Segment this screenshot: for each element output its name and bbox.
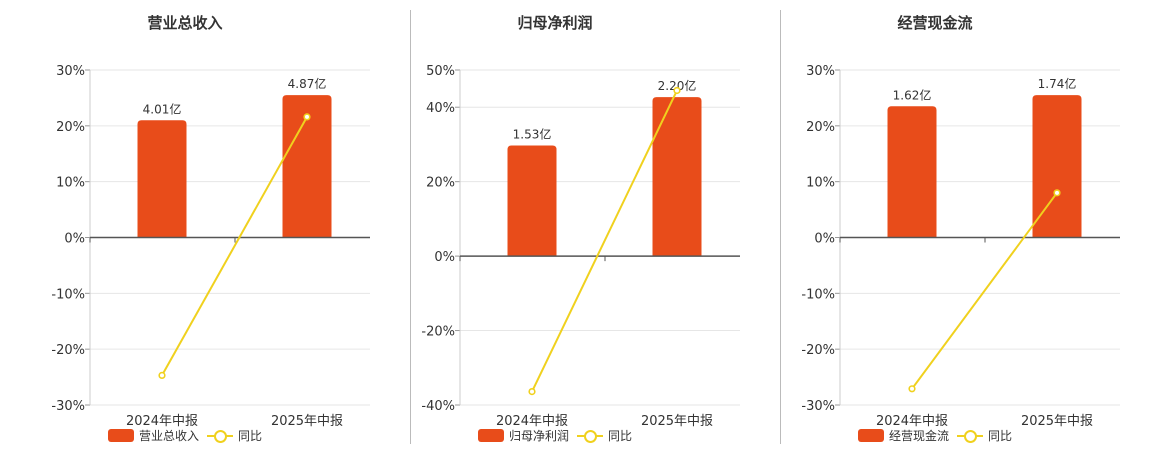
- panel-divider: [410, 10, 411, 444]
- legend-bar-label: 归母净利润: [508, 429, 569, 443]
- y-tick-label: 30%: [806, 64, 835, 79]
- yoy-point: [303, 113, 311, 121]
- legend-item-bar[interactable]: 归母净利润: [477, 427, 569, 444]
- panel-divider: [780, 10, 781, 444]
- yoy-point: [528, 388, 536, 396]
- legend-line-swatch: [207, 429, 233, 443]
- legend-bar-swatch: [107, 429, 134, 442]
- bar: [1032, 95, 1082, 238]
- chart-panel-net-profit: 归母净利润 50% 40% 20% 0% -20% -40% 1.53亿 2024年中报 2.2…: [370, 0, 740, 450]
- y-tick-label: -20%: [421, 325, 455, 340]
- bar-value-label: 1.62亿: [893, 87, 932, 102]
- y-tick-label: 40%: [426, 101, 455, 116]
- bar: [507, 145, 557, 257]
- bar: [282, 95, 332, 238]
- yoy-line: [531, 90, 678, 393]
- x-tick-label: 2025年中报: [641, 414, 713, 429]
- legend-line-label: 同比: [238, 429, 263, 443]
- chart-svg: 50% 40% 20% 0% -20% -40% 1.53亿 2024年中报 2.20亿 2025…: [421, 64, 740, 429]
- y-tick-label: -10%: [801, 287, 835, 302]
- y-tick-label: 20%: [426, 176, 455, 191]
- y-tick-label: -10%: [51, 287, 85, 302]
- y-tick-label: 20%: [806, 120, 835, 135]
- y-tick-label: -20%: [801, 343, 835, 358]
- yoy-line: [911, 192, 1058, 390]
- chart-legend: 营业总收入 同比: [0, 427, 370, 444]
- legend-line-label: 同比: [608, 429, 633, 443]
- legend-item-line[interactable]: 同比: [577, 427, 632, 444]
- x-tick-label: 2025年中报: [271, 414, 343, 429]
- bar-value-label: 1.53亿: [513, 127, 552, 142]
- bar-value-label: 4.01亿: [143, 101, 182, 116]
- x-tick-label: 2024年中报: [876, 414, 948, 429]
- y-tick-label: -40%: [421, 399, 455, 414]
- legend-item-bar[interactable]: 营业总收入: [107, 427, 199, 444]
- legend-line-swatch: [957, 429, 983, 443]
- legend-bar-swatch: [857, 429, 884, 442]
- bar: [887, 106, 937, 238]
- x-tick-label: 2024年中报: [126, 414, 198, 429]
- x-tick-label: 2024年中报: [496, 414, 568, 429]
- chart-legend: 经营现金流 同比: [750, 427, 1120, 444]
- y-tick-label: 50%: [426, 64, 455, 79]
- y-tick-label: -30%: [51, 399, 85, 414]
- bar: [137, 120, 187, 238]
- y-tick-label: -30%: [801, 399, 835, 414]
- y-tick-label: 0%: [64, 232, 85, 247]
- y-tick-label: 10%: [806, 176, 835, 191]
- bar-value-label: 4.87亿: [288, 76, 327, 91]
- yoy-point: [908, 385, 916, 393]
- chart-title: 经营现金流: [897, 14, 973, 32]
- legend-bar-swatch: [477, 429, 504, 442]
- yoy-point: [673, 86, 681, 95]
- chart-title: 营业总收入: [147, 14, 223, 32]
- chart-title: 归母净利润: [517, 14, 593, 32]
- chart-legend: 归母净利润 同比: [370, 427, 740, 444]
- chart-svg: 30% 20% 10% 0% -10% -20% -30% 1.62亿 2024年中报 1.74亿…: [801, 64, 1120, 429]
- bar: [652, 97, 702, 257]
- y-tick-label: 30%: [56, 64, 85, 79]
- chart-svg: 30% 20% 10% 0% -10% -20% -30% 4.01亿 2024年中报 4.87亿…: [51, 64, 370, 429]
- y-tick-label: 0%: [814, 232, 835, 247]
- legend-bar-label: 经营现金流: [888, 429, 949, 443]
- legend-bar-label: 营业总收入: [138, 429, 199, 443]
- y-tick-label: 0%: [434, 250, 455, 265]
- yoy-point: [158, 371, 166, 380]
- chart-panel-revenue: 营业总收入 30% 20% 10% 0% -10% -20% -30% 4.01亿 2024年中…: [0, 0, 370, 450]
- chart-panel-cash-flow: 经营现金流 30% 20% 10% 0% -10% -20% -30% 1.62亿 2024年中…: [750, 0, 1120, 450]
- legend-line-label: 同比: [988, 429, 1013, 443]
- y-tick-label: -20%: [51, 343, 85, 358]
- y-tick-label: 20%: [56, 120, 85, 135]
- x-tick-label: 2025年中报: [1021, 414, 1093, 429]
- legend-item-line[interactable]: 同比: [207, 427, 262, 444]
- legend-item-line[interactable]: 同比: [957, 427, 1012, 444]
- legend-line-swatch: [577, 429, 603, 443]
- yoy-line: [161, 116, 308, 376]
- y-tick-label: 10%: [56, 176, 85, 191]
- bar-value-label: 1.74亿: [1038, 76, 1077, 91]
- yoy-point: [1053, 189, 1061, 197]
- bar-value-label: 2.20亿: [658, 78, 697, 93]
- legend-item-bar[interactable]: 经营现金流: [857, 427, 949, 444]
